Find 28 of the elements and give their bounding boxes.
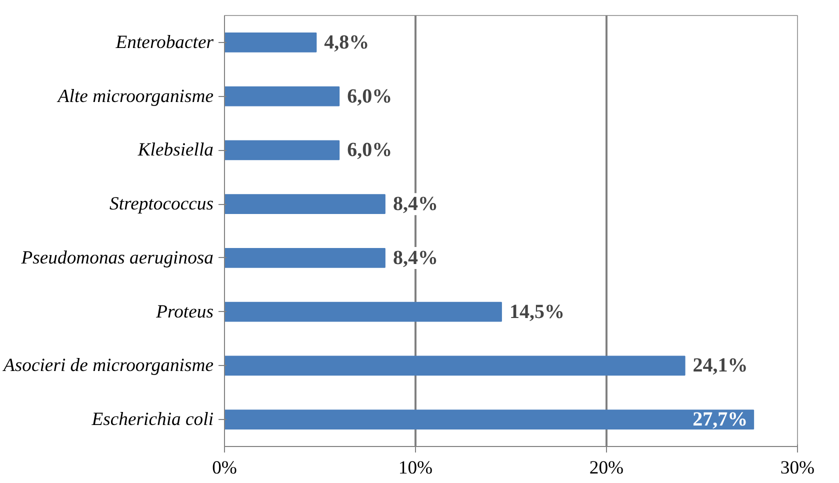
x-tick-label: 10%	[398, 458, 433, 478]
bar	[224, 248, 386, 268]
data-label: 8,4%	[392, 246, 438, 269]
data-label: 6,0%	[347, 85, 392, 108]
bar	[224, 86, 340, 106]
data-label: 6,0%	[347, 139, 392, 162]
y-tick-label: Escherichia coli	[90, 409, 214, 430]
x-tick-label: 20%	[589, 458, 624, 478]
y-tick-label: Enterobacter	[114, 32, 214, 53]
data-label: 4,8%	[324, 31, 370, 54]
data-label: 8,4%	[392, 193, 438, 216]
y-tick-label: Klebsiella	[136, 140, 214, 161]
bar	[224, 356, 686, 376]
bar	[224, 32, 317, 52]
bar	[224, 140, 340, 160]
bar	[224, 194, 386, 214]
x-tick-label: 0%	[212, 458, 237, 478]
data-label: 24,1%	[692, 354, 748, 377]
y-tick-label: Asocieri de microorganisme	[1, 355, 214, 376]
x-tick-label: 30%	[780, 458, 815, 478]
y-tick-label: Proteus	[155, 301, 214, 322]
bar	[224, 302, 502, 322]
y-tick-label: Alte microorganisme	[56, 86, 214, 107]
data-label: 14,5%	[509, 300, 564, 323]
y-tick-label: Pseudomonas aeruginosa	[20, 247, 214, 268]
y-tick-label: Streptococcus	[110, 194, 214, 215]
data-label: 27,7%	[692, 408, 748, 431]
bar	[224, 410, 754, 430]
